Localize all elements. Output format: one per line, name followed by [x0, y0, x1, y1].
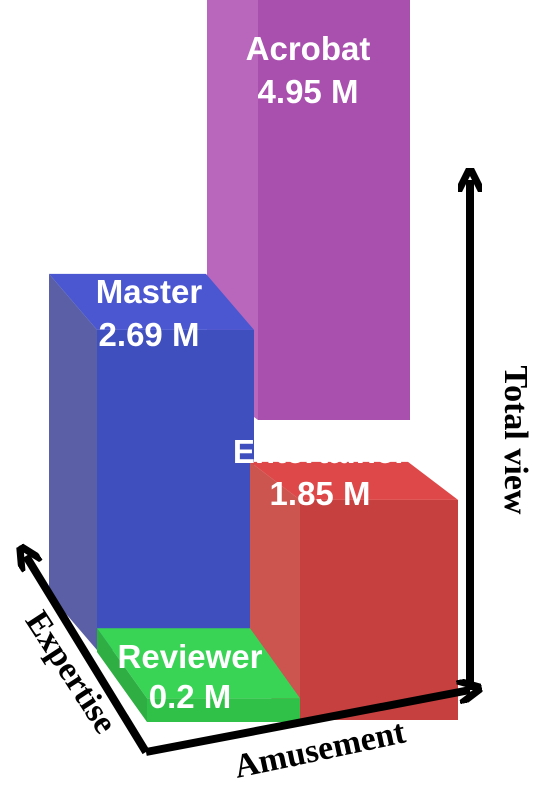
bar-value-entertainer: 1.85 M [270, 475, 371, 512]
bar-value-reviewer: 0.2 M [149, 678, 232, 715]
bar-top-reviewer [97, 628, 300, 699]
bars-layer: Acrobat 4.95 M Master 2.69 M Entertainer 1.85… [49, 0, 458, 722]
bar-label-acrobat: Acrobat [246, 30, 371, 67]
bar-value-acrobat: 4.95 M [258, 73, 359, 110]
bar-label-master: Master [96, 273, 203, 310]
bar-side-reviewer [97, 628, 147, 722]
bar-front-acrobat [258, 0, 410, 420]
bar-label-reviewer: Reviewer [118, 638, 263, 675]
horizontal-axis-label: Amusement [231, 713, 409, 785]
bar-label-entertainer: Entertainer [233, 433, 407, 470]
bar-side-master [49, 273, 97, 650]
bar-top-master [49, 273, 254, 330]
bar-front-reviewer [147, 698, 300, 722]
depth-axis-arrow [26, 556, 150, 755]
horizontal-axis-arrow [145, 690, 470, 756]
vertical-axis-label: Total view [497, 366, 533, 515]
bar-value-master: 2.69 M [99, 316, 200, 353]
bar-front-master [97, 329, 254, 650]
bar-front-entertainer [300, 499, 458, 720]
bar-top-entertainer [250, 461, 458, 500]
